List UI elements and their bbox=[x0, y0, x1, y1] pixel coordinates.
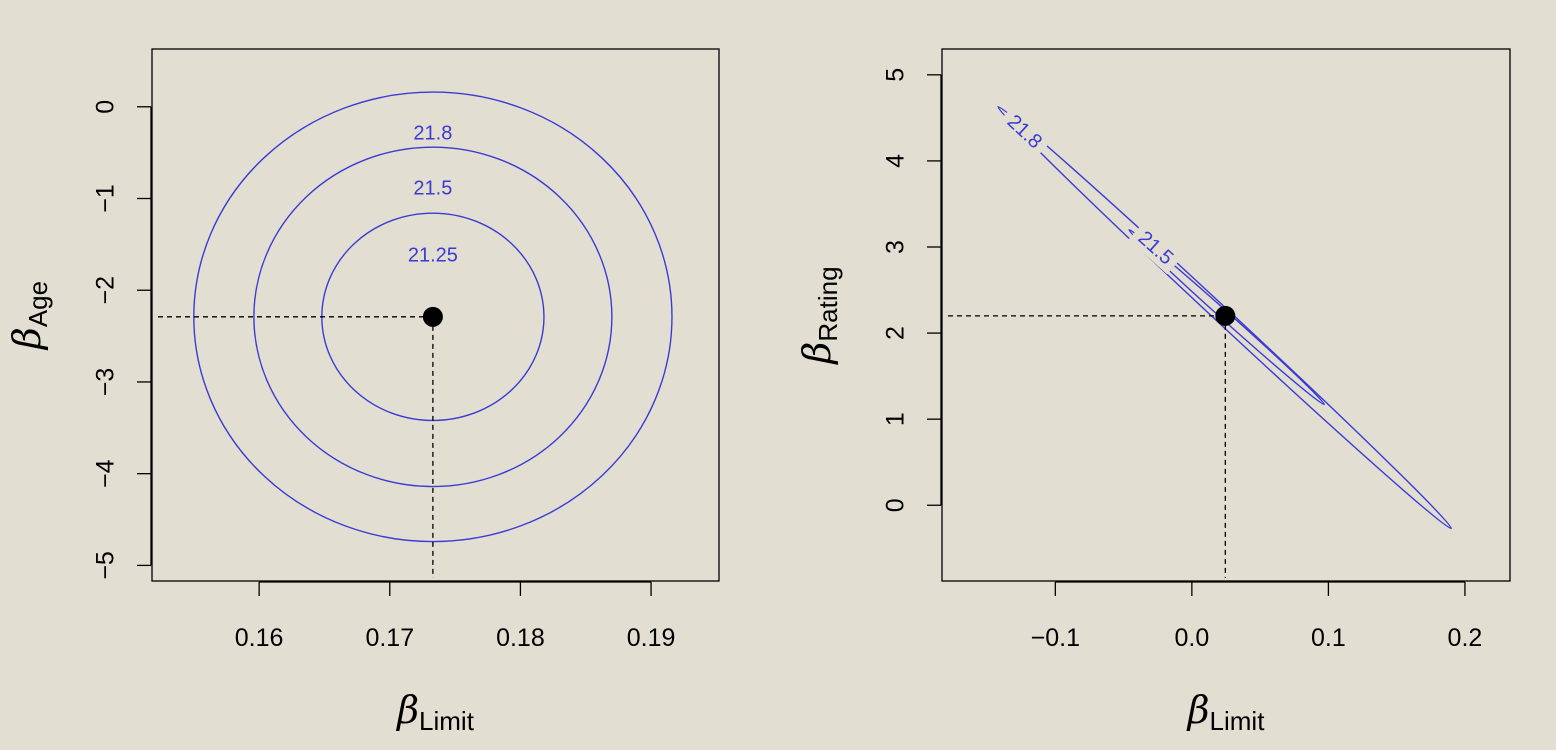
x-axis-symbol: β bbox=[1186, 688, 1210, 732]
x-tick-label: 0.2 bbox=[1448, 624, 1483, 652]
contour-label-bg bbox=[406, 123, 459, 146]
y-tick-label: −5 bbox=[92, 551, 120, 580]
x-tick-label: 0.16 bbox=[235, 624, 284, 652]
estimate-point bbox=[1215, 305, 1236, 326]
y-tick-label: 4 bbox=[882, 154, 910, 168]
contour-label: 21.8 bbox=[413, 123, 452, 145]
plot-frame bbox=[151, 48, 720, 582]
x-axis-subscript: Limit bbox=[1210, 706, 1266, 736]
plot-frame bbox=[941, 48, 1511, 582]
y-tick-label: −2 bbox=[92, 276, 120, 305]
contour-line bbox=[253, 146, 613, 488]
x-axis-symbol: β bbox=[395, 688, 419, 732]
contour-label-bg bbox=[997, 106, 1051, 159]
y-axis-title: βRating bbox=[795, 266, 843, 365]
contour-line bbox=[193, 91, 673, 543]
x-axis-subscript: Limit bbox=[419, 706, 475, 736]
contour-label-bg bbox=[406, 178, 459, 201]
y-axis-symbol: β bbox=[795, 342, 839, 366]
y-tick-label: 5 bbox=[882, 68, 910, 82]
x-tick-label: 0.0 bbox=[1174, 624, 1209, 652]
y-axis-subscript: Age bbox=[23, 281, 53, 327]
x-tick-label: 0.17 bbox=[365, 624, 414, 652]
x-axis-title: βLimit bbox=[1186, 688, 1266, 736]
y-tick-label: 1 bbox=[882, 412, 910, 426]
y-tick-label: 0 bbox=[92, 100, 120, 114]
y-tick-label: −4 bbox=[92, 459, 120, 488]
contour-label: 21.25 bbox=[408, 245, 458, 267]
estimate-point bbox=[422, 306, 443, 327]
y-tick-label: 2 bbox=[882, 326, 910, 340]
y-axis-subscript: Rating bbox=[813, 266, 843, 341]
y-axis-symbol: β bbox=[5, 327, 49, 351]
x-tick-label: −0.1 bbox=[1031, 624, 1080, 652]
y-tick-label: 0 bbox=[882, 498, 910, 512]
x-tick-label: 0.1 bbox=[1311, 624, 1346, 652]
panel-1: 0.16 0.17 0.18 0.190−1−2−3−4−5βLimitβAge21.… bbox=[5, 48, 720, 736]
y-tick-label: −1 bbox=[92, 184, 120, 213]
x-tick-label: 0.18 bbox=[496, 624, 545, 652]
y-axis-title: βAge bbox=[5, 281, 53, 351]
x-tick-label: 0.19 bbox=[627, 624, 676, 652]
x-axis-title: βLimit bbox=[395, 688, 475, 736]
y-tick-label: −3 bbox=[92, 368, 120, 397]
contour-label: 21.5 bbox=[413, 178, 452, 200]
contour-label-bg bbox=[1128, 223, 1182, 275]
contour-label-bg bbox=[401, 245, 465, 268]
y-tick-label: 3 bbox=[882, 240, 910, 254]
